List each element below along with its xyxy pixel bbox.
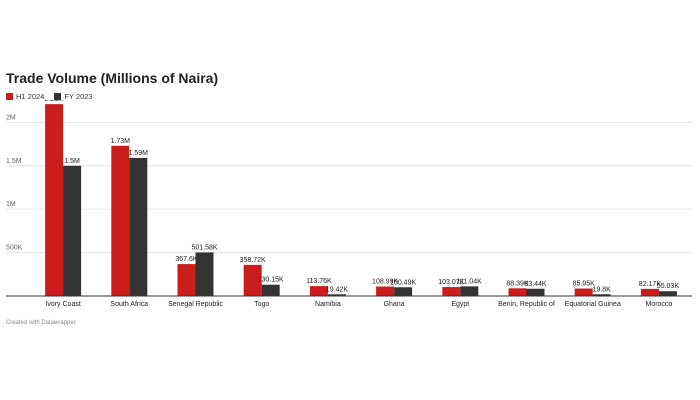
data-label: 108.99K <box>372 279 398 286</box>
bar <box>309 286 328 296</box>
data-label: 111.04K <box>457 278 482 285</box>
y-tick-label: 500K <box>6 245 23 252</box>
data-label: 103.07K <box>438 279 464 286</box>
credit-text: Created with Datawrapper <box>6 320 76 326</box>
data-label: 82.17K <box>639 281 662 288</box>
bar <box>45 104 64 296</box>
bar <box>658 291 677 296</box>
bar <box>63 165 82 296</box>
bar <box>526 288 545 296</box>
bar <box>376 286 395 296</box>
legend-label-h1-2024: H1 2024 <box>16 92 45 101</box>
y-tick-label: 2M <box>6 114 16 121</box>
legend-swatch-h1-2024 <box>6 93 13 100</box>
category-label: Namibia <box>315 301 341 308</box>
data-label: 501.58K <box>191 244 217 251</box>
category-label: Egypt <box>451 301 469 308</box>
data-label: 358.72K <box>240 257 266 264</box>
data-label: 2.21M <box>44 100 64 103</box>
category-label: Ivory Coast <box>45 301 80 308</box>
data-label: 19.42K <box>326 286 349 293</box>
data-label: 1.73M <box>111 138 131 145</box>
bar <box>442 287 461 296</box>
category-label: Equatorial Guinea <box>565 301 621 308</box>
y-tick-label: 1M <box>6 201 16 208</box>
bar <box>111 145 130 296</box>
bar <box>394 287 413 296</box>
bar <box>460 286 479 296</box>
data-label: 83.44K <box>524 281 547 288</box>
bar <box>640 288 659 296</box>
data-label: 88.39K <box>506 280 529 287</box>
bar <box>592 294 611 296</box>
data-label: 367.6K <box>175 256 198 263</box>
data-label: 1.5M <box>64 158 80 165</box>
legend-item-h1-2024: H1 2024 <box>6 92 44 101</box>
y-tick-label: 1.5M <box>6 158 22 165</box>
category-label: South Africa <box>110 301 148 308</box>
bar <box>261 284 280 296</box>
category-label: Benin, Republic of <box>498 301 555 308</box>
legend-label-fy-2023: FY 2023 <box>64 92 93 101</box>
legend-swatch-fy-2023 <box>54 93 62 100</box>
category-label: Morocco <box>645 301 672 308</box>
chart-title: Trade Volume (Millions of Naira) <box>6 70 219 86</box>
bar <box>243 264 262 296</box>
data-label: 1.59M <box>129 150 149 157</box>
bar <box>508 288 527 296</box>
category-label: Ghana <box>384 301 405 308</box>
data-label: 19.8K <box>593 286 612 293</box>
bar-chart: 500K 1M 1.5M 2M 2.21M 1.5M Ivory Coast 1.73M 1.5… <box>6 100 692 308</box>
bar <box>177 264 196 296</box>
data-label: 113.76K <box>306 278 332 285</box>
bar <box>129 157 148 296</box>
bar <box>195 252 214 296</box>
bar <box>574 288 593 296</box>
data-label: 100.49K <box>390 279 416 286</box>
data-label: 85.95K <box>573 281 596 288</box>
data-label: 55.03K <box>657 283 680 290</box>
data-label: 130.15K <box>258 277 284 284</box>
category-label: Togo <box>254 301 269 308</box>
category-label: Senegal Republic <box>168 301 223 308</box>
legend-item-fy-2023: FY 2023 <box>54 92 93 101</box>
bar <box>327 294 346 296</box>
chart-legend: H1 2024 FY 2023 <box>6 92 93 101</box>
